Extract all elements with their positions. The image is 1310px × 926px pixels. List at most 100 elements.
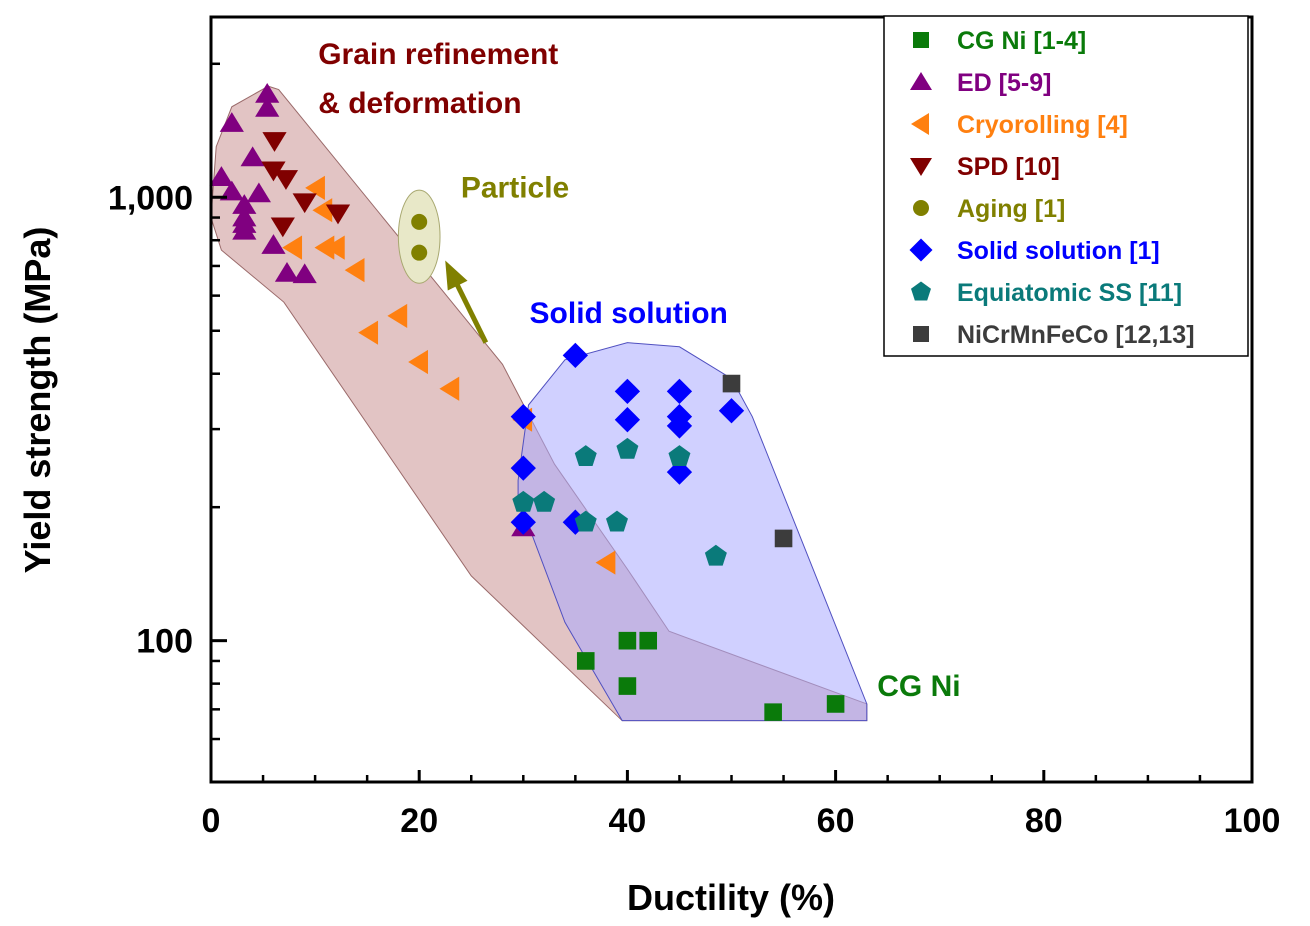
legend-item-solid-solution: Solid solution [1] [909, 237, 1160, 265]
legend-label: Aging [1] [957, 195, 1065, 223]
x-tick-label: 80 [1025, 802, 1063, 840]
y-tick-label: 100 [136, 623, 193, 661]
legend-marker [910, 72, 932, 90]
legend-label: SPD [10] [957, 153, 1060, 181]
data-point [282, 235, 303, 260]
data-point [387, 303, 408, 329]
data-point [219, 112, 244, 132]
legend-marker [911, 113, 929, 135]
data-point [510, 404, 536, 430]
data-point [618, 631, 637, 650]
legend-label: Equiatomic SS [11] [957, 279, 1182, 307]
annotations-layer: Grain refinement & deformation Particle Sol… [318, 38, 960, 703]
particle-region [397, 189, 441, 284]
legend-marker [910, 158, 932, 176]
points-layer [209, 82, 845, 721]
data-point [618, 677, 637, 695]
data-point [614, 378, 641, 404]
data-point [344, 258, 365, 283]
legend-item-spd: SPD [10] [910, 153, 1060, 181]
series-cg-ni [576, 631, 845, 721]
data-point [510, 455, 536, 481]
data-point [232, 219, 257, 240]
solid-solution-region [517, 342, 868, 722]
legend-box [883, 15, 1249, 357]
data-point [606, 510, 628, 532]
annotation-grain-refinement: Grain refinement [318, 38, 558, 71]
legend-item-equiatomic-ss: Equiatomic SS [11] [911, 279, 1182, 307]
data-point [704, 544, 727, 566]
data-point [774, 529, 793, 548]
x-tick-label: 0 [202, 802, 221, 840]
annotation--deformation: & deformation [318, 87, 521, 120]
series-equiatomic-ss [512, 437, 727, 566]
data-point [574, 510, 597, 532]
y-tick-label: 1,000 [108, 179, 193, 217]
legend-marker [909, 238, 933, 262]
series-ed [209, 82, 536, 537]
data-point [439, 376, 460, 401]
data-point [574, 445, 597, 467]
data-point [273, 170, 299, 190]
legend-item-ed: ED [5-9] [910, 69, 1051, 97]
data-point [533, 490, 556, 512]
data-point [764, 703, 782, 721]
series-nicrmnfeco [722, 374, 793, 548]
data-point [595, 550, 616, 575]
data-point [510, 509, 536, 535]
data-point [666, 378, 693, 404]
data-point [324, 235, 345, 260]
data-point [668, 445, 691, 467]
data-point [255, 82, 280, 103]
legend-item-nicrmnfeco: NiCrMnFeCo [12,13] [913, 321, 1195, 349]
series-solid-solution [510, 342, 745, 535]
data-point [246, 182, 271, 203]
x-tick-label: 40 [608, 802, 646, 840]
x-tick-label: 100 [1224, 802, 1281, 840]
data-point [255, 96, 280, 117]
x-axis-title: Ductility (%) [627, 877, 835, 918]
y-axis-title: Yield strength (MPa) [17, 227, 58, 574]
data-point [325, 204, 351, 225]
series-cryorolling [282, 175, 616, 575]
x-tick-label: 20 [400, 802, 438, 840]
legend-item-aging: Aging [1] [913, 195, 1065, 223]
legend-marker [911, 281, 931, 301]
data-point [718, 398, 745, 424]
data-point [219, 180, 244, 201]
data-point [666, 413, 693, 439]
series-spd [261, 132, 351, 238]
annotation-particle: Particle [461, 171, 569, 204]
regions-layer [210, 85, 868, 722]
data-point [411, 244, 428, 261]
data-point [576, 652, 595, 670]
data-point [408, 349, 428, 375]
data-point [639, 631, 658, 650]
legend-label: NiCrMnFeCo [12,13] [957, 321, 1195, 349]
data-point [274, 261, 300, 282]
data-point [305, 175, 325, 200]
data-point [292, 263, 317, 284]
annotation-cg-ni: CG Ni [877, 670, 960, 703]
data-point [312, 198, 333, 223]
data-point [826, 695, 845, 713]
data-point [261, 234, 286, 254]
legend: CG Ni [1-4] ED [5-9] Cryorolling [4] SPD [1… [883, 15, 1249, 357]
data-point [261, 161, 286, 182]
data-point [512, 490, 535, 512]
ticks-layer: 0 20 40 60 80 100 100 1,000 [108, 62, 1281, 840]
data-point [240, 146, 265, 167]
trend-arrow-shaft [455, 284, 489, 344]
data-point [358, 320, 379, 345]
legend-label: Cryorolling [4] [957, 111, 1128, 139]
legend-marker [913, 32, 929, 48]
data-point [270, 217, 295, 238]
series-aging [411, 213, 428, 261]
legend-marker [913, 200, 929, 216]
data-point [209, 166, 234, 186]
legend-marker [913, 326, 929, 342]
legend-label: CG Ni [1-4] [957, 27, 1086, 55]
legend-label: Solid solution [1] [957, 237, 1160, 265]
data-point [292, 193, 317, 214]
